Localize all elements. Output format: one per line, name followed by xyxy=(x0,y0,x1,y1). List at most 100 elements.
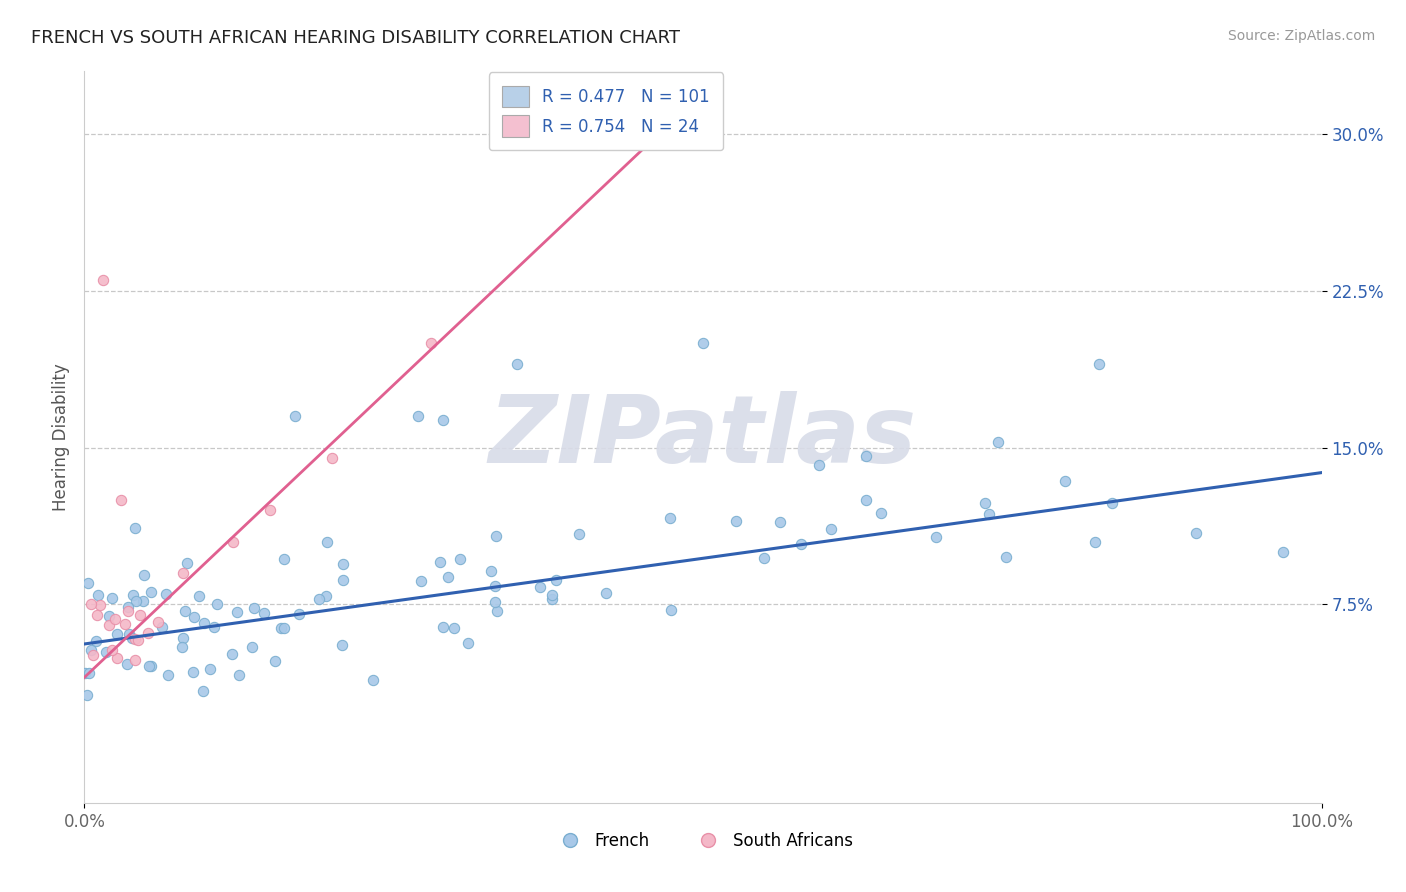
Point xyxy=(198,662,221,676)
Point xyxy=(188,589,211,603)
Point xyxy=(529,580,551,594)
Point xyxy=(82,648,104,663)
Point xyxy=(820,522,842,536)
Point xyxy=(541,592,564,607)
Point xyxy=(541,588,564,602)
Point xyxy=(321,450,343,465)
Point xyxy=(506,357,529,371)
Point xyxy=(117,657,139,671)
Point xyxy=(457,636,479,650)
Point xyxy=(484,595,506,609)
Point xyxy=(332,573,354,587)
Y-axis label: Hearing Disability: Hearing Disability xyxy=(52,363,70,511)
Point xyxy=(139,659,162,673)
Point xyxy=(432,413,454,427)
Point xyxy=(170,640,193,655)
Text: Source: ZipAtlas.com: Source: ZipAtlas.com xyxy=(1227,29,1375,43)
Point xyxy=(124,632,146,647)
Point xyxy=(855,449,877,463)
Point xyxy=(263,654,285,668)
Point xyxy=(752,551,775,566)
Point xyxy=(789,537,811,551)
Point xyxy=(243,600,266,615)
Text: ZIPatlas: ZIPatlas xyxy=(489,391,917,483)
Point xyxy=(155,586,177,600)
Point xyxy=(132,594,155,608)
Point xyxy=(172,631,194,645)
Point xyxy=(100,591,122,605)
Point xyxy=(121,632,143,646)
Point xyxy=(91,273,114,287)
Point xyxy=(253,606,276,620)
Point xyxy=(87,588,110,602)
Point xyxy=(1101,496,1123,510)
Point xyxy=(110,492,132,507)
Point xyxy=(432,620,454,634)
Point xyxy=(287,607,309,621)
Point xyxy=(105,627,128,641)
Point xyxy=(157,668,180,682)
Point xyxy=(1084,534,1107,549)
Point xyxy=(117,599,139,614)
Point xyxy=(692,127,714,141)
Point xyxy=(124,594,146,608)
Point xyxy=(1053,474,1076,488)
Point xyxy=(174,604,197,618)
Point xyxy=(974,496,997,510)
Point xyxy=(994,549,1017,564)
Point xyxy=(75,666,97,681)
Point xyxy=(222,534,245,549)
Point xyxy=(77,576,100,591)
Point xyxy=(79,597,101,611)
Point xyxy=(485,529,508,543)
Point xyxy=(870,506,893,520)
Point xyxy=(855,492,877,507)
Point xyxy=(101,643,124,657)
Point xyxy=(1271,544,1294,558)
Point xyxy=(977,507,1000,521)
Point xyxy=(183,609,205,624)
Point xyxy=(429,555,451,569)
Point xyxy=(725,514,748,528)
Point xyxy=(308,591,330,606)
Point xyxy=(136,626,159,640)
Point xyxy=(1088,357,1111,371)
Point xyxy=(118,627,141,641)
Point xyxy=(138,658,160,673)
Point xyxy=(1185,526,1208,541)
Point xyxy=(987,434,1010,449)
Point xyxy=(204,619,226,633)
Point xyxy=(183,665,205,680)
Point xyxy=(284,409,307,424)
Point xyxy=(443,621,465,635)
Point xyxy=(259,503,281,517)
Point xyxy=(193,616,215,631)
Point xyxy=(330,638,353,652)
Point xyxy=(124,653,146,667)
Point xyxy=(924,530,946,544)
Point xyxy=(97,609,120,624)
Point xyxy=(122,588,145,602)
Point xyxy=(225,606,247,620)
Point xyxy=(191,684,214,698)
Point xyxy=(411,574,433,589)
Point xyxy=(546,573,568,587)
Point xyxy=(89,598,111,612)
Point xyxy=(484,579,506,593)
Point xyxy=(221,648,243,662)
Point xyxy=(437,569,460,583)
Point xyxy=(485,604,508,618)
Point xyxy=(129,607,152,622)
Text: FRENCH VS SOUTH AFRICAN HEARING DISABILITY CORRELATION CHART: FRENCH VS SOUTH AFRICAN HEARING DISABILI… xyxy=(31,29,681,46)
Point xyxy=(104,612,127,626)
Point xyxy=(595,586,617,600)
Point xyxy=(86,607,108,622)
Point xyxy=(315,589,337,603)
Point xyxy=(98,618,121,632)
Point xyxy=(76,688,98,702)
Point xyxy=(449,552,471,566)
Point xyxy=(408,409,430,424)
Point xyxy=(205,597,228,611)
Point xyxy=(242,640,264,655)
Point xyxy=(419,336,441,351)
